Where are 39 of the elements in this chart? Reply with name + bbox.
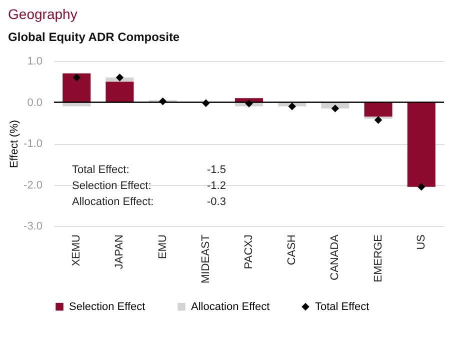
point [245,100,253,108]
y-tick-label: -3.0 [24,220,42,232]
annotation: -0.3 [207,196,226,208]
x-tick-label: EMU [156,234,169,259]
point [72,74,80,82]
x-tick-label: MIDEAST [200,234,212,284]
point [288,102,296,110]
bar [364,102,392,117]
x-tick-label: JAPAN [114,234,126,270]
y-tick-label: -1.0 [24,138,42,150]
bar [407,102,436,187]
legend-label: Total Effect [315,300,370,313]
point [331,104,340,112]
point [418,182,426,191]
x-tick-label: XEMU [70,234,83,266]
x-tick-label: US [415,234,428,250]
legend-label: Allocation Effect [191,300,270,313]
point [116,74,124,82]
point [374,116,382,124]
annotation: -1.2 [207,180,226,192]
chart-subtitle: Global Equity ADR Composite [8,30,180,44]
annotation: Selection Effect: [72,180,152,192]
annotation: -1.5 [207,164,226,176]
x-tick-label: CANADA [329,234,342,280]
x-tick-label: CASH [286,234,298,266]
bar [106,82,134,102]
x-tick-label: PACXJ [243,234,255,270]
point [158,98,167,106]
chart-title: Geography [8,6,78,22]
y-tick-label: 0.0 [27,96,42,109]
bar [62,73,91,102]
point [202,99,210,107]
y-axis-title: Effect (%) [8,120,21,168]
legend-label: Selection Effect [69,300,146,313]
x-tick-label: EMERGE [372,234,384,282]
y-tick-label: -2.0 [24,179,42,192]
y-tick-label: 1.0 [27,56,42,68]
annotation: Total Effect: [72,164,130,176]
annotation: Allocation Effect: [72,196,154,208]
